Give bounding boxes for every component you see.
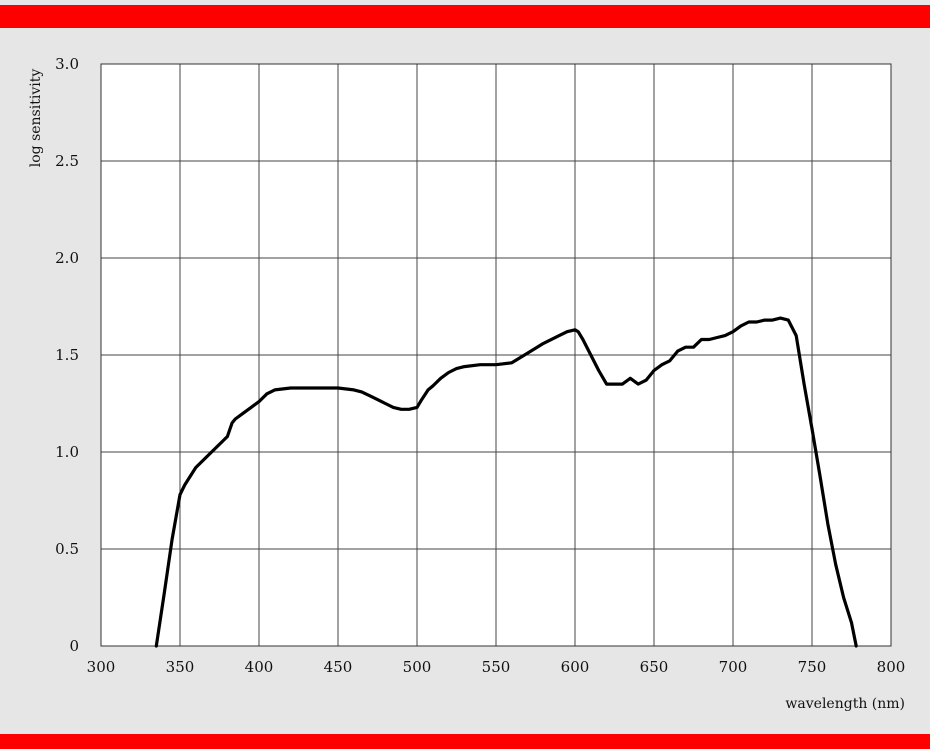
x-tick-label: 750	[798, 658, 827, 676]
y-tick-label: 1.0	[55, 443, 79, 461]
x-tick-labels: 300 350 400 450 500 550 600 650 700 750 800	[87, 658, 906, 676]
x-axis-label: wavelength (nm)	[785, 696, 905, 712]
x-tick-label: 450	[324, 658, 353, 676]
y-tick-labels: 0 0.5 1.0 1.5 2.0 2.5 3.0	[55, 55, 79, 655]
y-tick-label: 2.0	[55, 249, 79, 267]
x-tick-label: 800	[877, 658, 906, 676]
y-tick-label: 0	[69, 637, 79, 655]
grid	[100, 63, 892, 647]
x-tick-label: 400	[245, 658, 274, 676]
y-tick-label: 1.5	[55, 346, 79, 364]
x-tick-label: 600	[561, 658, 590, 676]
x-tick-label: 300	[87, 658, 116, 676]
y-tick-label: 0.5	[55, 540, 79, 558]
bottom-banner	[0, 734, 930, 749]
plot-border	[100, 63, 892, 647]
x-tick-label: 700	[719, 658, 748, 676]
top-banner	[0, 5, 930, 28]
x-tick-label: 500	[403, 658, 432, 676]
x-tick-label: 550	[482, 658, 511, 676]
x-tick-label: 350	[166, 658, 195, 676]
x-tick-label: 650	[640, 658, 669, 676]
y-tick-label: 2.5	[55, 152, 79, 170]
y-tick-label: 3.0	[55, 55, 79, 73]
y-axis-label: log sensitivity	[28, 69, 44, 168]
series-line	[154, 316, 858, 648]
